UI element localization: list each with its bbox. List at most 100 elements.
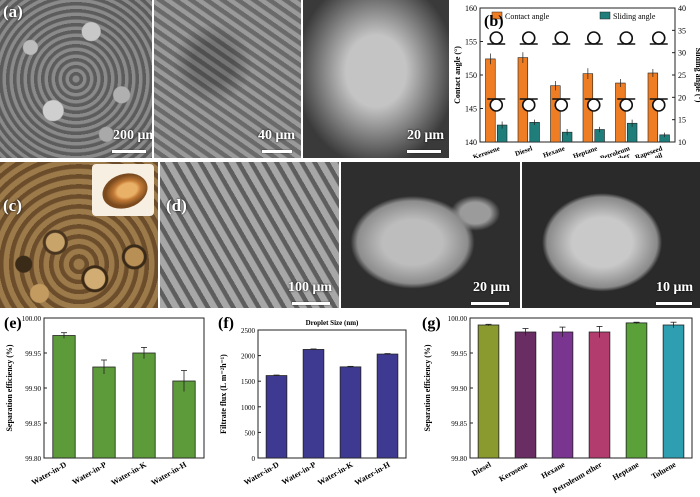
scale-label: 10 μm xyxy=(656,280,694,295)
scale-label: 20 μm xyxy=(473,280,511,295)
chart-g: 99.80 99.85 99.90 99.95 100.00 Diesel Kerosene… xyxy=(422,315,693,495)
panel-label: (g) xyxy=(422,315,441,332)
droplet-icon xyxy=(521,31,536,45)
plot-frame xyxy=(469,317,693,459)
x-tick-label: Water-in-P xyxy=(71,460,108,487)
chart-panel-b: 140 145 150 155 160 10 15 20 25 30 35 40 Kerosene Die… xyxy=(450,0,700,158)
y-tick-label: 100.00 xyxy=(22,315,42,323)
y-tick-label: 150 xyxy=(465,71,477,80)
bar xyxy=(588,331,611,459)
y2-tick-label: 40 xyxy=(678,4,686,13)
panel-label-d: (d) xyxy=(166,196,187,215)
bar xyxy=(339,366,362,459)
bar-contact-angle xyxy=(550,85,561,143)
scale-label: 100 μm xyxy=(288,280,333,295)
scale-bar xyxy=(471,302,509,305)
panel-label-a: (a) xyxy=(3,2,23,21)
y-axis-label: Separation efficiency (%) xyxy=(423,344,432,431)
sem-image-d2: 20 μm xyxy=(341,162,520,308)
y-tick-label: 1000 xyxy=(241,404,256,412)
bar xyxy=(265,375,288,459)
droplet-icon xyxy=(521,98,536,112)
scale-bar xyxy=(656,302,692,305)
sem-image-d3: 10 μm xyxy=(522,162,700,308)
panel-label-c: (c) xyxy=(3,196,22,215)
scale-bar xyxy=(112,150,146,153)
bar-sliding-angle xyxy=(529,122,540,143)
chart-title: Droplet Size (nm) xyxy=(306,319,359,327)
scale-label: 200 μm xyxy=(113,128,152,143)
coconut-shell-inset xyxy=(92,164,154,216)
y-tick-label: 145 xyxy=(465,105,477,114)
droplet-icon xyxy=(651,31,666,45)
chart-panel-g: 99.80 99.85 99.90 99.95 100.00 Diesel Kerosene… xyxy=(418,312,700,497)
scale-label: 40 μm xyxy=(258,128,296,143)
y2-tick-label: 10 xyxy=(678,138,686,147)
x-tick-label: oil xyxy=(654,151,664,158)
droplet-icon xyxy=(489,98,504,112)
droplet-icon xyxy=(489,31,504,45)
chart-panel-e: 99.80 99.85 99.90 99.95 100.00 Water-in-D Wate… xyxy=(0,312,212,497)
bar xyxy=(92,366,116,459)
droplet-icon xyxy=(554,98,569,112)
droplet-icon xyxy=(586,31,601,45)
x-tick-label: Heptane xyxy=(611,460,641,482)
y-tick-label: 99.95 xyxy=(451,350,467,358)
sem-image-d1: (d) 100 μm xyxy=(160,162,339,308)
y-tick-label: 99.90 xyxy=(451,385,467,393)
y-tick-label: 99.80 xyxy=(25,455,41,463)
droplet-icon xyxy=(554,31,569,45)
bar xyxy=(514,331,537,459)
plot-frame xyxy=(257,329,407,459)
scale-label: 20 μm xyxy=(407,128,445,143)
scale-bar xyxy=(407,150,441,153)
bar xyxy=(662,324,685,459)
panel-label: (f) xyxy=(218,315,234,332)
bar xyxy=(302,349,325,459)
y-axis-label: Contact angle (°) xyxy=(453,46,462,104)
x-tick-label: Heptane xyxy=(572,144,598,158)
y2-tick-label: 15 xyxy=(678,116,686,125)
bar xyxy=(477,324,500,459)
x-tick-label: Hexane xyxy=(540,460,567,481)
y2-tick-label: 30 xyxy=(678,49,686,58)
bar xyxy=(551,331,574,459)
bar xyxy=(625,322,648,459)
panel-label: (b) xyxy=(484,13,504,30)
x-tick-label: ether xyxy=(614,151,631,158)
y2-tick-label: 25 xyxy=(678,71,686,80)
scale-bar xyxy=(292,302,330,305)
y-tick-label: 2500 xyxy=(241,327,256,335)
y-tick-label: 99.85 xyxy=(451,420,467,428)
y-tick-label: 0 xyxy=(252,455,256,463)
scale-bar xyxy=(262,150,292,153)
y-tick-label: 99.90 xyxy=(25,385,41,393)
droplet-icon xyxy=(586,98,601,112)
bar xyxy=(132,352,156,459)
legend-swatch xyxy=(491,11,503,20)
plot-frame xyxy=(479,7,676,143)
sem-image-a2: 40 μm xyxy=(154,0,301,158)
bar xyxy=(172,380,196,459)
y-tick-label: 100.00 xyxy=(448,315,468,323)
bar xyxy=(376,353,399,459)
x-tick-label: Water-in-K xyxy=(316,460,355,488)
y-tick-label: 2000 xyxy=(241,353,256,361)
x-tick-label: Water-in-H xyxy=(353,460,392,488)
chart-f: 0 500 1000 1500 2000 2500 Water-in-D Water-in-P… xyxy=(218,315,407,488)
y-tick-label: 1500 xyxy=(241,378,256,386)
x-tick-label: Toluene xyxy=(650,460,678,481)
y-tick-label: 99.85 xyxy=(25,420,41,428)
panel-label: (e) xyxy=(4,315,22,332)
x-tick-label: Kerosene xyxy=(497,460,529,484)
legend-label: Contact angle xyxy=(505,12,550,21)
y-axis-label: Filtrate flux (L m⁻²h⁻¹) xyxy=(219,354,228,434)
x-tick-label: Water-in-H xyxy=(150,460,189,488)
x-tick-label: Water-in-K xyxy=(110,460,149,488)
sem-image-a1: (a) 200 μm xyxy=(0,0,152,158)
y-tick-label: 99.95 xyxy=(25,350,41,358)
x-tick-label: Diesel xyxy=(470,460,493,478)
y2-axis-label: Sliding angle (°) xyxy=(694,48,700,103)
